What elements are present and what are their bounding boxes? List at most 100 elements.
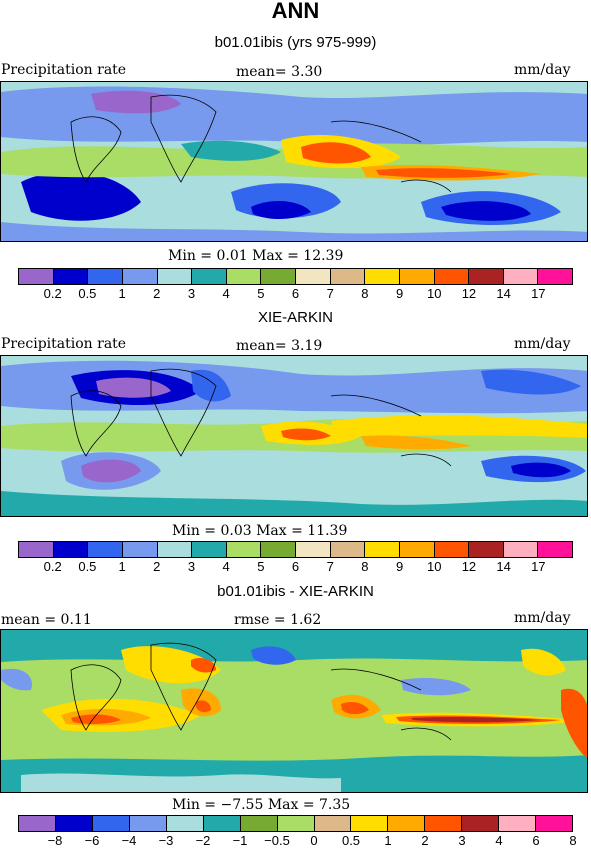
panel-3-colorbar-tick: 6: [532, 833, 540, 848]
panel-2-colorbar-tick: 2: [153, 559, 161, 574]
panel-1-colorbar-swatch: [434, 269, 470, 284]
panel-2-colorbar-swatch: [122, 542, 158, 557]
panel-1-colorbar-swatch: [226, 269, 262, 284]
panel-3-rmse-label: rmse = 1.62: [234, 612, 322, 628]
panel-2-colorbar-tick: 1: [118, 559, 126, 574]
panel-2-subtitle: XIE-ARKIN: [257, 309, 333, 326]
panel-2-colorbar-tick: 9: [395, 559, 404, 574]
panel-3-colorbar: [18, 815, 573, 832]
panel-2-colorbar-tick: 17: [531, 559, 546, 574]
panel-1-colorbar-swatch: [365, 269, 400, 284]
panel-2-colorbar-swatch: [53, 542, 89, 557]
panel-1-colorbar-tick: 0.2: [43, 286, 62, 301]
panel-2-colorbar-tick: 4: [222, 559, 230, 574]
panel-2-map: [0, 355, 588, 517]
panel-2-colorbar-swatch: [434, 542, 470, 557]
panel-1-colorbar-tick: 17: [531, 286, 546, 301]
panel-1-colorbar-swatch: [157, 269, 193, 284]
panel-2-colorbar-swatch: [261, 542, 296, 557]
panel-3-colorbar-swatch: [55, 816, 93, 831]
panel-2-colorbar-swatch: [365, 542, 400, 557]
panel-1-colorbar-tick: 9: [395, 286, 404, 301]
panel-2-colorbar-swatch: [19, 542, 54, 557]
panel-2-colorbar-tick: 7: [326, 559, 334, 574]
panel-2-contour-field: [1, 356, 587, 516]
panel-1-colorbar-tick: 0.5: [78, 286, 97, 301]
panel-3-colorbar-tick: −3: [158, 833, 174, 848]
panel-1-colorbar-swatch: [296, 269, 331, 284]
panel-2-colorbar-swatch: [157, 542, 193, 557]
panel-3-colorbar-tick: −4: [121, 833, 137, 848]
panel-1-colorbar-tick: 1: [118, 286, 126, 301]
panel-3-colorbar-swatch: [129, 816, 167, 831]
panel-3-colorbar-swatch: [92, 816, 130, 831]
panel-1-map: [0, 81, 588, 242]
panel-2-colorbar-swatch: [469, 542, 504, 557]
panel-3-colorbar-tick: −2: [195, 833, 211, 848]
panel-3-colorbar-tick: 0: [310, 833, 318, 848]
panel-3-colorbar-swatch: [166, 816, 204, 831]
panel-1-colorbar-swatch: [53, 269, 89, 284]
panel-2-colorbar-tick: 14: [496, 559, 511, 574]
panel-2-colorbar-tick: 6: [291, 559, 300, 574]
panel-2-colorbar-tick: 3: [187, 559, 196, 574]
panel-1-units-label: mm/day: [514, 62, 571, 78]
panel-2-colorbar-tick: 0.2: [43, 559, 62, 574]
panel-1-colorbar-swatch: [261, 269, 296, 284]
panel-2-colorbar-swatch: [399, 542, 435, 557]
panel-1-colorbar-tick: 8: [361, 286, 369, 301]
panel-3-colorbar-tick: −6: [84, 833, 100, 848]
panel-2-colorbar: [18, 541, 573, 558]
panel-1-colorbar-swatch: [399, 269, 435, 284]
panel-1-minmax: Min = 0.01 Max = 12.39: [168, 248, 344, 264]
panel-3-colorbar-tick: 4: [495, 833, 503, 848]
panel-2-mean-label: mean= 3.19: [236, 338, 323, 354]
panel-1-colorbar-swatch: [192, 269, 227, 284]
panel-1-colorbar-tick: 14: [496, 286, 511, 301]
panel-1-colorbar-tick: 5: [257, 286, 265, 301]
panel-1-colorbar: [18, 268, 573, 285]
panel-3-colorbar-swatch: [19, 816, 56, 831]
panel-3-colorbar-swatch: [240, 816, 278, 831]
panel-3-colorbar-swatch: [351, 816, 389, 831]
panel-1-colorbar-tick: 7: [326, 286, 334, 301]
panel-3-colorbar-tick: 0.5: [341, 833, 361, 848]
panel-2-colorbar-swatch: [192, 542, 227, 557]
panel-3-colorbar-tick: 1: [384, 833, 392, 848]
panel-1-left-label: Precipitation rate: [1, 62, 127, 78]
panel-3-colorbar-tick: 8: [569, 833, 577, 848]
panel-2-colorbar-swatch: [226, 542, 262, 557]
panel-1-colorbar-tick: 10: [427, 286, 442, 301]
panel-1-colorbar-swatch: [122, 269, 158, 284]
panel-1-colorbar-swatch: [19, 269, 54, 284]
panel-1-colorbar-swatch: [469, 269, 504, 284]
panel-3-colorbar-tick: −0.5: [264, 833, 290, 848]
panel-2-left-label: Precipitation rate: [1, 336, 127, 352]
panel-3-colorbar-swatch: [499, 816, 537, 831]
panel-2-minmax: Min = 0.03 Max = 11.39: [172, 523, 348, 539]
panel-2-colorbar-tick: 10: [427, 559, 442, 574]
panel-3-subtitle: b01.01ibis - XIE-ARKIN: [217, 583, 374, 600]
panel-1-colorbar-tick: 12: [461, 286, 477, 301]
panel-3-minmax: Min = −7.55 Max = 7.35: [172, 797, 351, 813]
panel-2-colorbar-tick: 12: [461, 559, 477, 574]
panel-2-colorbar-swatch: [503, 542, 539, 557]
panel-3-colorbar-swatch: [314, 816, 352, 831]
panel-2-colorbar-tick: 0.5: [78, 559, 97, 574]
panel-3-colorbar-tick: 2: [421, 833, 429, 848]
panel-3-colorbar-swatch: [462, 816, 500, 831]
panel-3-colorbar-swatch: [277, 816, 315, 831]
panel-2-colorbar-swatch: [296, 542, 331, 557]
panel-3-mean-label: mean = 0.11: [1, 612, 92, 628]
panel-3-map: [0, 629, 588, 793]
panel-1-colorbar-swatch: [88, 269, 123, 284]
panel-3-colorbar-swatch: [536, 816, 573, 831]
panel-2-colorbar-swatch: [538, 542, 572, 557]
panel-2-colorbar-tick: 8: [361, 559, 369, 574]
panel-2-colorbar-swatch: [88, 542, 123, 557]
panel-1-colorbar-swatch: [330, 269, 366, 284]
panel-1-colorbar-tick: 6: [291, 286, 300, 301]
panel-3-colorbar-swatch: [425, 816, 463, 831]
panel-2-units-label: mm/day: [514, 336, 571, 352]
panel-3-colorbar-swatch: [203, 816, 241, 831]
